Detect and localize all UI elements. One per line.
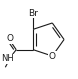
Text: O: O bbox=[7, 34, 13, 43]
Text: Br: Br bbox=[28, 9, 38, 18]
Text: NH: NH bbox=[2, 54, 14, 63]
Text: O: O bbox=[49, 52, 56, 61]
